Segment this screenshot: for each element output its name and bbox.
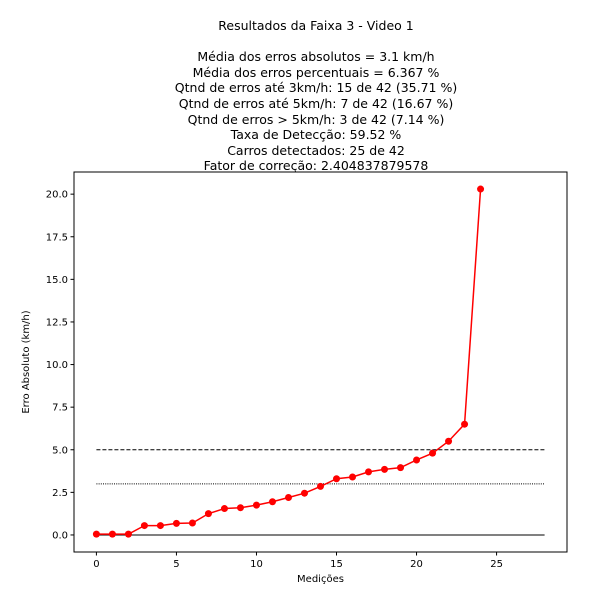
data-point: [333, 475, 341, 483]
data-point: [172, 519, 180, 527]
data-point: [413, 456, 421, 464]
data-point: [156, 522, 164, 530]
data-point: [365, 468, 373, 476]
data-point: [140, 522, 148, 530]
reference-lines: [96, 449, 545, 536]
axes-frame: [73, 171, 568, 553]
data-point: [317, 482, 324, 490]
x-tick-label: 25: [490, 559, 503, 570]
x-axis-label: Medições: [297, 574, 344, 585]
data-point: [477, 185, 485, 193]
x-ticks: 0 5 10 15 20 25: [93, 552, 503, 570]
data-point: [268, 498, 276, 506]
data-point: [108, 530, 116, 538]
data-point: [284, 493, 292, 501]
x-tick-label: 20: [410, 559, 423, 570]
series-line: [96, 188, 482, 535]
data-point: [349, 473, 357, 481]
subtitle-line-errors-up-to-3: Qtnd de erros até 3km/h: 15 de 42 (35.71…: [174, 80, 458, 96]
subtitle-line-errors-over-5: Qtnd de erros > 5km/h: 3 de 42 (7.14 %): [187, 111, 445, 127]
data-point: [204, 510, 212, 518]
subtitle-line-errors-up-to-5: Qtnd de erros até 5km/h: 7 de 42 (16.67 …: [178, 95, 454, 111]
series-layer: [92, 185, 485, 538]
data-point: [92, 530, 100, 538]
x-tick-label: 5: [173, 559, 179, 570]
data-point: [300, 489, 308, 497]
subtitle-line-cars-detected: Carros detectados: 25 de 42: [227, 142, 405, 158]
y-tick-label: 10.0: [46, 360, 68, 371]
subtitle-line-mean-pct-error: Média dos erros percentuais = 6.367 %: [192, 64, 440, 80]
data-point: [461, 420, 469, 428]
y-tick-label: 5.0: [52, 445, 68, 456]
y-tick-label: 0.0: [52, 530, 68, 541]
y-tick-label: 15.0: [46, 275, 68, 286]
data-point: [397, 464, 405, 472]
y-tick-label: 17.5: [46, 232, 68, 243]
y-ticks: 0.0 2.5 5.0 7.5 10.0 12.5 15.0 17.5 20.0: [46, 190, 74, 541]
data-point: [429, 449, 437, 457]
chart-title: Resultados da Faixa 3 - Video 1: [218, 18, 414, 33]
y-tick-label: 7.5: [52, 403, 68, 414]
y-tick-label: 12.5: [46, 317, 68, 328]
x-tick-label: 15: [330, 559, 343, 570]
data-point: [252, 501, 260, 509]
data-point: [188, 519, 196, 527]
y-tick-label: 20.0: [46, 190, 68, 201]
chart-title-block: Resultados da Faixa 3 - Video 1 Média do…: [0, 18, 592, 174]
data-point: [220, 505, 228, 513]
subtitle-line-correction-factor: Fator de correção: 2.404837879578: [203, 158, 429, 174]
data-point: [381, 465, 389, 473]
y-tick-label: 2.5: [52, 488, 68, 499]
data-point: [445, 437, 453, 445]
x-tick-label: 0: [93, 559, 99, 570]
y-axis-label: Erro Absoluto (km/h): [21, 310, 32, 413]
data-point: [124, 530, 132, 538]
data-point: [236, 504, 244, 512]
x-tick-label: 10: [250, 559, 263, 570]
subtitle-line-detection-rate: Taxa de Detecção: 59.52 %: [230, 127, 402, 143]
subtitle-line-mean-abs-error: Média dos erros absolutos = 3.1 km/h: [197, 49, 435, 65]
